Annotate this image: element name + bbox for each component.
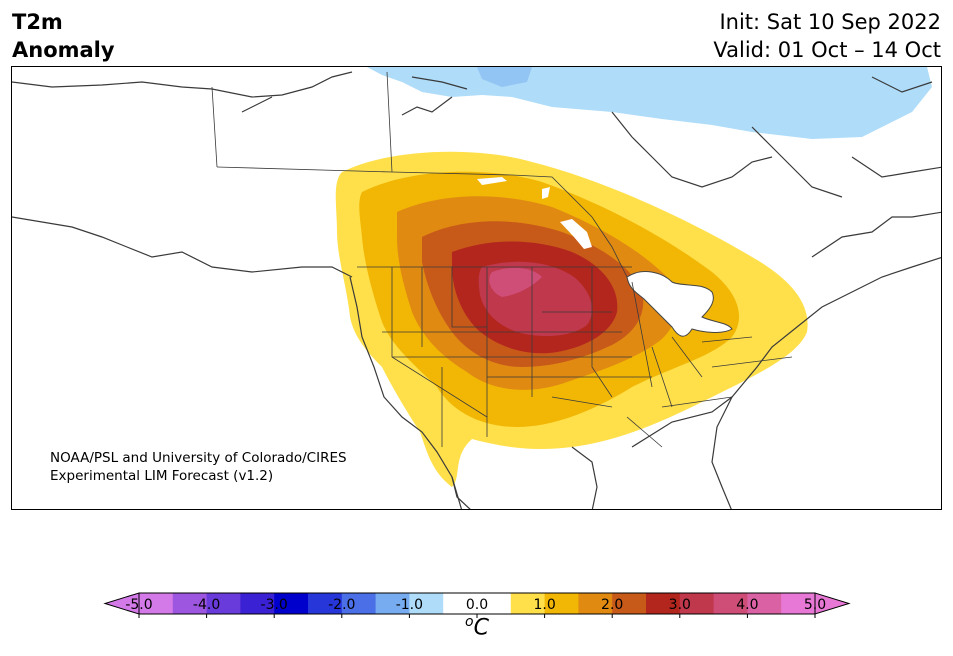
- lake-winnipeg: [560, 219, 592, 249]
- colorbar-cell: [544, 593, 579, 614]
- title-line-1: T2m: [12, 10, 63, 34]
- unit-degree: o: [465, 614, 474, 630]
- colorbar-tick-label: -4.0: [192, 597, 221, 613]
- colorbar-cell: [646, 593, 681, 614]
- map-canvas: [12, 67, 941, 509]
- colorbar-cell: [240, 593, 275, 614]
- colorbar: [103, 592, 851, 618]
- great-lakes: [626, 271, 733, 337]
- unit-letter: C: [473, 615, 489, 641]
- colorbar-unit: oC: [465, 614, 489, 640]
- colorbar-cell: [477, 593, 512, 614]
- state-borders: [211, 71, 793, 448]
- colorbar-cell: [443, 593, 478, 614]
- credit-line-2: Experimental LIM Forecast (v1.2): [50, 468, 274, 484]
- colorbar-tick-label: -1.0: [395, 597, 424, 613]
- cold-anomaly-region-2: [477, 67, 532, 87]
- init-date: Init: Sat 10 Sep 2022: [719, 10, 941, 34]
- colorbar-cell: [781, 593, 816, 614]
- colorbar-cell: [747, 593, 782, 614]
- map-title: T2m Anomaly: [12, 8, 115, 64]
- colorbar-cell: [341, 593, 377, 614]
- colorbar-cell: [713, 593, 748, 614]
- colorbar-tick-label: 1.0: [533, 597, 556, 613]
- colorbar-cell: [679, 593, 715, 614]
- coastlines: [12, 71, 941, 509]
- forecast-dates: Init: Sat 10 Sep 2022 Valid: 01 Oct – 14…: [713, 8, 941, 64]
- colorbar-cell: [274, 593, 309, 614]
- colorbar-cell: [612, 593, 647, 614]
- valid-range: Valid: 01 Oct – 14 Oct: [713, 38, 941, 62]
- colorbar-tick-label: -2.0: [328, 597, 356, 613]
- title-line-2: Anomaly: [12, 38, 115, 62]
- colorbar-tick-label: -5.0: [125, 597, 153, 613]
- colorbar-tick-label: -3.0: [260, 597, 288, 613]
- colorbar-tick-label: 4.0: [736, 597, 759, 613]
- colorbar-cell: [206, 593, 241, 614]
- colorbar-tick-label: 5.0: [803, 597, 827, 613]
- colorbar-tick-label: 3.0: [668, 597, 691, 613]
- credit-line-1: NOAA/PSL and University of Colorado/CIRE…: [50, 450, 347, 466]
- colorbar-cell: [510, 593, 546, 614]
- lake-small-1: [477, 177, 507, 185]
- colorbar-cell: [578, 593, 613, 614]
- colorbar-cell: [409, 593, 444, 614]
- lake-small-2: [542, 187, 550, 199]
- warm-core-highlight: [489, 267, 542, 297]
- colorbar-cell: [308, 593, 343, 614]
- colorbar-cell: [375, 593, 410, 614]
- anomaly-map: NOAA/PSL and University of Colorado/CIRE…: [11, 66, 942, 510]
- credit-text: NOAA/PSL and University of Colorado/CIRE…: [50, 449, 347, 485]
- colorbar-cell: [139, 593, 174, 614]
- colorbar-tick-label: 2.0: [601, 597, 624, 613]
- cold-anomaly-region: [367, 67, 932, 139]
- colorbar-tick-label: 0.0: [465, 597, 489, 613]
- colorbar-cell: [172, 593, 208, 614]
